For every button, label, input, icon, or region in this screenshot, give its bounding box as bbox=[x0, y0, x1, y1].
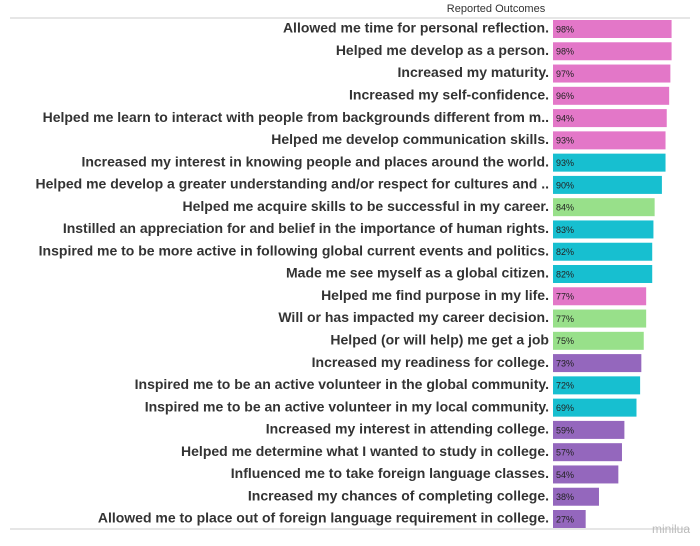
bar bbox=[553, 20, 672, 38]
value-label: 93% bbox=[556, 158, 574, 168]
category-label: Helped (or will help) me get a job bbox=[330, 332, 549, 348]
bar bbox=[553, 309, 647, 328]
value-label: 72% bbox=[556, 381, 574, 391]
value-label: 84% bbox=[556, 203, 574, 213]
category-label: Instilled an appreciation for and belief… bbox=[63, 220, 549, 236]
category-label: Helped me learn to interact with people … bbox=[43, 109, 549, 125]
bar bbox=[553, 510, 586, 528]
category-label: Inspired me to be an active volunteer in… bbox=[145, 398, 549, 414]
bar bbox=[553, 109, 667, 128]
value-label: 59% bbox=[556, 425, 574, 435]
category-label: Inspired me to be an active volunteer in… bbox=[135, 376, 549, 392]
category-label: Will or has impacted my career decision. bbox=[278, 309, 549, 325]
bar bbox=[553, 64, 671, 83]
bar bbox=[553, 376, 641, 395]
value-label: 75% bbox=[556, 336, 574, 346]
bar bbox=[553, 131, 666, 150]
value-label: 38% bbox=[556, 492, 574, 502]
bar bbox=[553, 198, 655, 217]
chart-title: Reported Outcomes bbox=[447, 3, 546, 15]
bar bbox=[553, 42, 672, 61]
category-label: Increased my interest in attending colle… bbox=[266, 421, 549, 437]
value-label: 27% bbox=[556, 514, 574, 524]
value-label: 73% bbox=[556, 358, 574, 368]
value-label: 93% bbox=[556, 136, 574, 146]
category-label: Helped me develop communication skills. bbox=[271, 131, 549, 147]
watermark: minilua bbox=[652, 522, 690, 536]
bar bbox=[553, 354, 642, 373]
bar bbox=[553, 443, 622, 462]
bar bbox=[553, 465, 619, 484]
value-label: 96% bbox=[556, 91, 574, 101]
bar bbox=[553, 487, 599, 506]
value-label: 69% bbox=[556, 403, 574, 413]
value-label: 82% bbox=[556, 247, 574, 257]
value-label: 82% bbox=[556, 269, 574, 279]
category-label: Helped me acquire skills to be successfu… bbox=[182, 198, 549, 214]
value-label: 77% bbox=[556, 314, 574, 324]
value-label: 83% bbox=[556, 225, 574, 235]
category-label: Helped me develop as a person. bbox=[336, 42, 549, 58]
category-label: Increased my readiness for college. bbox=[312, 354, 549, 370]
value-label: 98% bbox=[556, 47, 574, 57]
bar bbox=[553, 420, 625, 439]
value-label: 98% bbox=[556, 24, 574, 34]
category-label: Helped me find purpose in my life. bbox=[321, 287, 549, 303]
bar bbox=[553, 287, 647, 306]
category-label: Allowed me to place out of foreign langu… bbox=[98, 510, 549, 526]
value-label: 94% bbox=[556, 113, 574, 123]
value-label: 90% bbox=[556, 180, 574, 190]
category-label: Increased my interest in knowing people … bbox=[81, 153, 549, 169]
category-label: Increased my self-confidence. bbox=[349, 87, 549, 103]
category-label: Allowed me time for personal reflection. bbox=[283, 20, 549, 36]
value-label: 57% bbox=[556, 448, 574, 458]
value-label: 77% bbox=[556, 292, 574, 302]
category-label: Made me see myself as a global citizen. bbox=[286, 265, 549, 281]
bar bbox=[553, 153, 666, 172]
category-label: Helped me determine what I wanted to stu… bbox=[181, 443, 549, 459]
category-label: Increased my maturity. bbox=[398, 64, 549, 80]
value-label: 54% bbox=[556, 470, 574, 480]
bar bbox=[553, 265, 653, 283]
bar bbox=[553, 242, 653, 261]
bar bbox=[553, 220, 654, 239]
category-label: Helped me develop a greater understandin… bbox=[36, 176, 549, 192]
category-label: Increased my chances of completing colle… bbox=[248, 487, 549, 503]
value-label: 97% bbox=[556, 69, 574, 79]
category-label: Inspired me to be more active in followi… bbox=[39, 242, 549, 258]
bar bbox=[553, 398, 637, 417]
bar bbox=[553, 86, 670, 105]
category-label: Influenced me to take foreign language c… bbox=[231, 465, 549, 481]
bar bbox=[553, 175, 662, 194]
bar bbox=[553, 331, 644, 350]
